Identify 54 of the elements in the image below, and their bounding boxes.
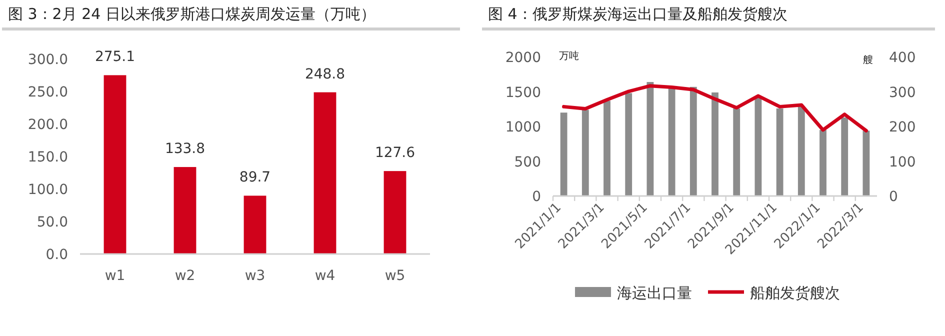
chart-title: 图 4：俄罗斯煤炭海运出口量及船舶发货艘次: [488, 5, 788, 23]
y2-tick-label: 400: [889, 50, 916, 66]
y-tick-label: 1000: [505, 120, 541, 136]
bar: [314, 92, 336, 254]
bar: [690, 86, 697, 196]
y-tick-label: 50.0: [36, 214, 68, 230]
bar: [862, 130, 870, 196]
chart-title: 图 3：2月 24 日以来俄罗斯港口煤炭周发运量（万吨）: [8, 5, 376, 23]
bar: [712, 92, 718, 196]
bar: [841, 117, 848, 196]
y-tick-label: 0: [532, 189, 541, 205]
bar: [174, 167, 196, 254]
data-label: 275.1: [94, 49, 136, 66]
x-tick-label: w4: [314, 268, 336, 284]
x-tick-label: w2: [174, 268, 196, 284]
y-tick-label: 1500: [505, 84, 541, 101]
y2-axis-title: 艘: [863, 54, 873, 66]
bar: [560, 112, 568, 196]
data-label: 89.7: [239, 170, 271, 186]
y-tick-label: 2000: [505, 50, 541, 66]
y2-tick-label: 0: [889, 189, 898, 205]
y-tick-label: 250.0: [28, 84, 68, 100]
bar: [582, 110, 589, 196]
y-tick-label: 150.0: [28, 150, 68, 166]
bar: [820, 130, 826, 196]
y2-tick-label: 300: [889, 84, 916, 101]
y-tick-label: 100.0: [28, 182, 68, 198]
data-label: 127.6: [374, 145, 416, 162]
bar: [625, 93, 632, 196]
bar: [244, 196, 266, 254]
legend-label: 海运出口量: [617, 284, 692, 302]
bar: [754, 98, 762, 196]
bar: [384, 171, 406, 254]
x-tick-label: w5: [384, 268, 406, 284]
x-tick-label: w1: [104, 268, 126, 284]
legend-label: 船舶发货艘次: [750, 284, 840, 302]
data-label: 248.8: [304, 66, 346, 82]
data-label: 133.8: [164, 141, 206, 158]
bar: [798, 106, 805, 196]
y-axis-title: 万吨: [559, 50, 579, 62]
x-tick-label: w3: [244, 268, 266, 284]
bar: [604, 100, 610, 196]
bar: [776, 108, 784, 196]
y-tick-label: 200.0: [28, 117, 68, 133]
bar: [646, 82, 654, 196]
y2-tick-label: 100: [889, 154, 916, 170]
y2-tick-label: 200: [889, 120, 916, 136]
bar: [668, 88, 676, 196]
y-tick-label: 300.0: [28, 52, 68, 68]
bar: [104, 75, 126, 254]
line-series: [562, 84, 868, 132]
bar: [733, 108, 740, 196]
y-tick-label: 0.0: [46, 247, 68, 263]
y-tick-label: 500: [514, 154, 541, 170]
